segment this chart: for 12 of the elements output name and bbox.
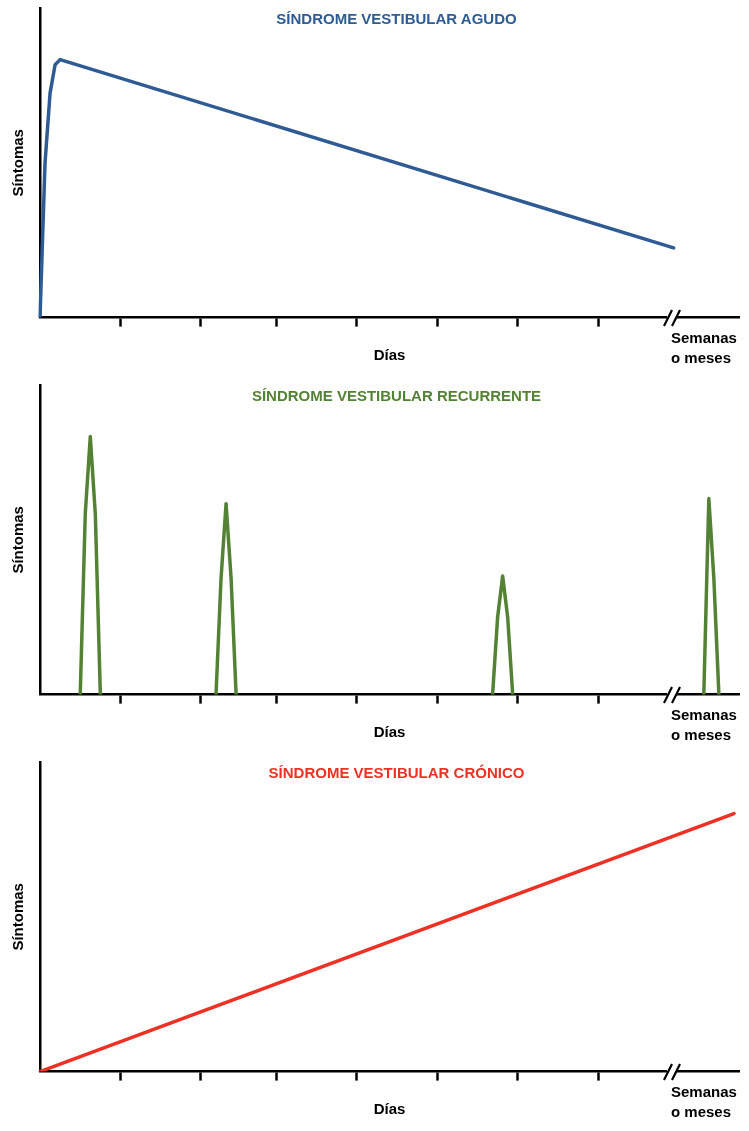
chart-title: SÍNDROME VESTIBULAR AGUDO <box>275 10 518 27</box>
y-axis-title: Síntomas <box>9 506 27 574</box>
x-axis-title: Días <box>373 1100 406 1118</box>
x-axis-title: Días <box>373 723 406 741</box>
text: Semanas o meses <box>671 704 738 745</box>
x-axis-title: Días <box>373 346 406 364</box>
y-axis-title: Síntomas <box>9 129 27 197</box>
chart-title: SÍNDROME VESTIBULAR RECURRENTE <box>250 387 543 404</box>
y-axis-title: Síntomas <box>9 883 27 951</box>
text: Semanas o meses <box>671 327 738 368</box>
text: Semanas o meses <box>671 1081 738 1122</box>
chart-title: SÍNDROME VESTIBULAR CRÓNICO <box>267 764 526 781</box>
